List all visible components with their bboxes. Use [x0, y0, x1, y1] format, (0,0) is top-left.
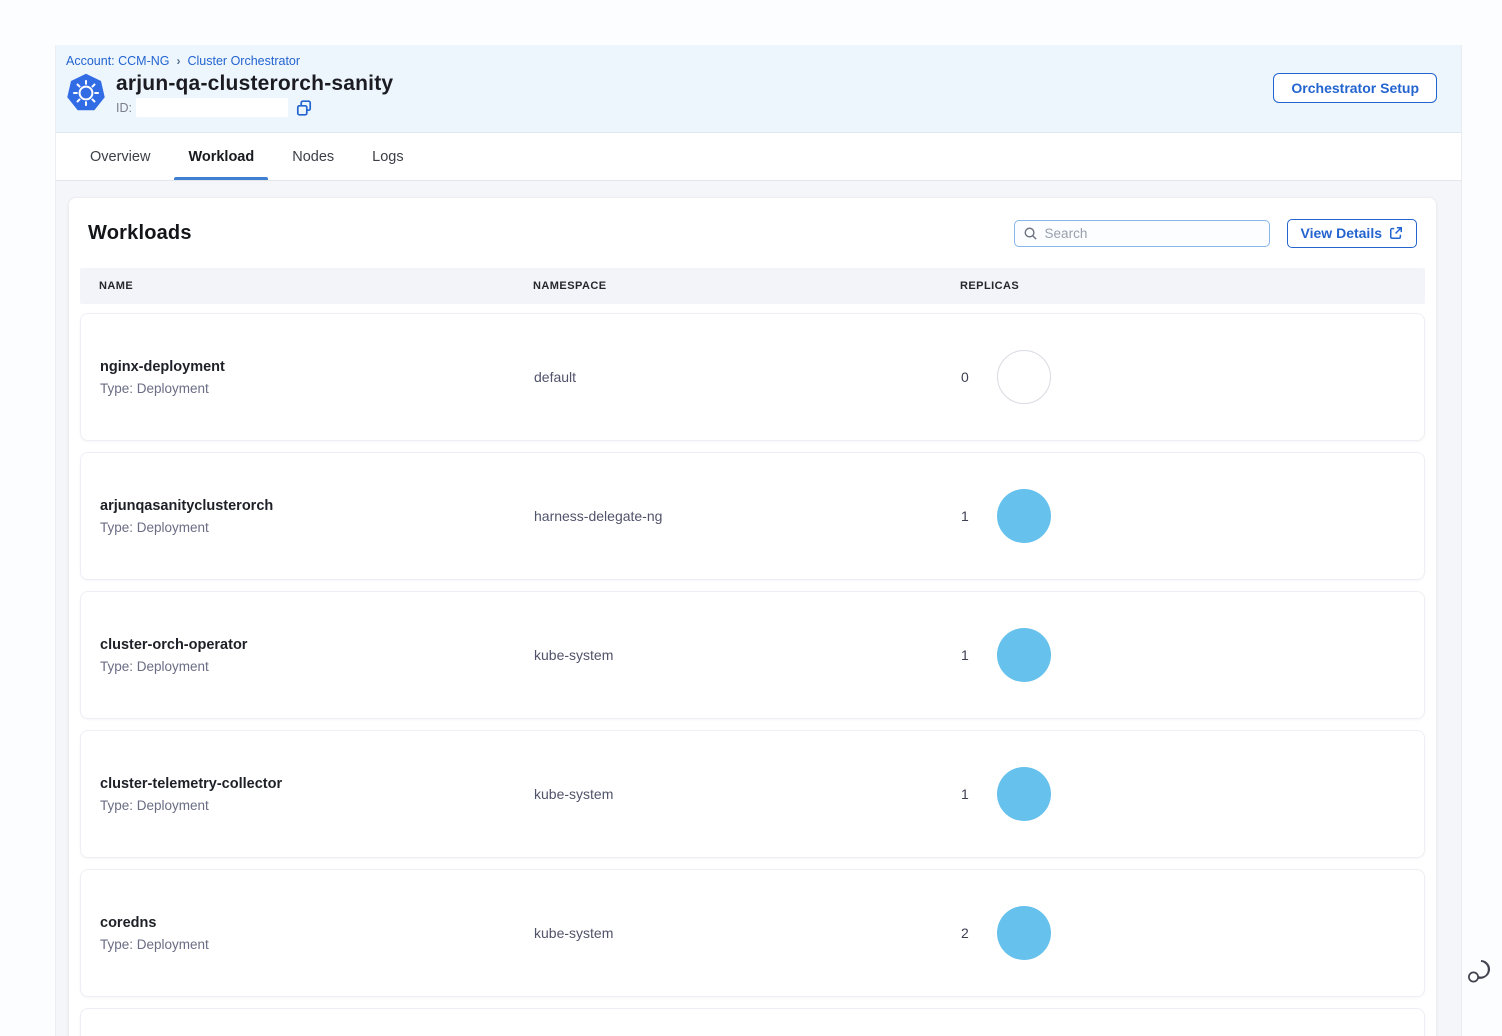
replica-count: 1: [961, 508, 969, 524]
tab-nodes[interactable]: Nodes: [292, 148, 335, 165]
tab-overview[interactable]: Overview: [90, 148, 151, 165]
tab-logs[interactable]: Logs: [372, 148, 404, 165]
table-row[interactable]: coredns Type: Deployment kube-system 2: [80, 869, 1425, 997]
cluster-id-label: ID:: [116, 100, 132, 115]
cluster-id-value-redacted: [135, 98, 288, 117]
workloads-toolbar: Workloads View Details: [80, 216, 1425, 250]
column-header-replicas: REPLICAS: [960, 280, 1020, 292]
workload-namespace: harness-delegate-ng: [534, 508, 663, 524]
workload-type: Type: Deployment: [100, 519, 209, 535]
content-area: Workloads View Details: [56, 181, 1461, 1036]
copy-icon[interactable]: [296, 99, 312, 116]
table-row[interactable]: nginx-deployment Type: Deployment defaul…: [80, 313, 1425, 441]
tab-workload[interactable]: Workload: [174, 133, 269, 180]
workloads-card: Workloads View Details: [68, 197, 1437, 1036]
workload-type: Type: Deployment: [100, 797, 209, 813]
page-header: Account: CCM-NG › Cluster Orchestrator: [56, 45, 1461, 133]
breadcrumb-separator-icon: ›: [176, 54, 181, 68]
workloads-title: Workloads: [88, 221, 192, 244]
cluster-orchestrator-panel: Account: CCM-NG › Cluster Orchestrator: [55, 45, 1462, 1036]
breadcrumb: Account: CCM-NG › Cluster Orchestrator: [66, 54, 1437, 68]
replica-status-circle: [996, 489, 1051, 543]
view-details-button[interactable]: View Details: [1286, 218, 1417, 248]
table-row-partial[interactable]: [80, 1008, 1425, 1036]
workload-name: nginx-deployment: [100, 358, 225, 375]
search-box: [1013, 219, 1270, 247]
table-header: NAME NAMESPACE REPLICAS: [80, 268, 1425, 304]
view-details-label: View Details: [1300, 225, 1382, 241]
replica-count: 1: [961, 647, 969, 663]
external-link-icon: [1390, 227, 1402, 239]
orchestrator-setup-button[interactable]: Orchestrator Setup: [1273, 73, 1437, 103]
search-icon: [1024, 227, 1037, 240]
replica-count: 2: [961, 925, 969, 941]
breadcrumb-cluster-orchestrator[interactable]: Cluster Orchestrator: [187, 54, 301, 68]
replica-count: 0: [961, 369, 969, 385]
workload-name: cluster-telemetry-collector: [100, 775, 283, 792]
workload-type: Type: Deployment: [100, 380, 209, 396]
workload-name: arjunqasanityclusterorch: [100, 497, 274, 514]
workload-rows: nginx-deployment Type: Deployment defaul…: [80, 313, 1425, 1036]
replica-status-circle: [996, 350, 1051, 404]
workload-namespace: kube-system: [534, 925, 614, 941]
workload-namespace: kube-system: [534, 647, 614, 663]
workload-type: Type: Deployment: [100, 936, 209, 952]
table-row[interactable]: cluster-telemetry-collector Type: Deploy…: [80, 730, 1425, 858]
replica-count: 1: [961, 786, 969, 802]
workload-name: coredns: [100, 914, 157, 931]
breadcrumb-account[interactable]: Account: CCM-NG: [66, 54, 170, 68]
replica-status-circle: [996, 906, 1051, 960]
search-input[interactable]: [1044, 225, 1261, 241]
column-header-name: NAME: [99, 280, 134, 292]
kubernetes-icon: [67, 73, 105, 111]
workload-namespace: default: [534, 369, 577, 385]
workload-namespace: kube-system: [534, 786, 614, 802]
replica-status-circle: [996, 767, 1051, 821]
page-title: arjun-qa-clusterorch-sanity: [116, 72, 394, 95]
table-row[interactable]: arjunqasanityclusterorch Type: Deploymen…: [80, 452, 1425, 580]
tab-bar: Overview Workload Nodes Logs: [56, 133, 1461, 181]
table-row[interactable]: cluster-orch-operator Type: Deployment k…: [80, 591, 1425, 719]
chat-help-icon[interactable]: [1464, 956, 1494, 986]
replica-status-circle: [996, 628, 1051, 682]
column-header-namespace: NAMESPACE: [533, 280, 607, 292]
workload-name: cluster-orch-operator: [100, 636, 248, 653]
workload-type: Type: Deployment: [100, 658, 209, 674]
